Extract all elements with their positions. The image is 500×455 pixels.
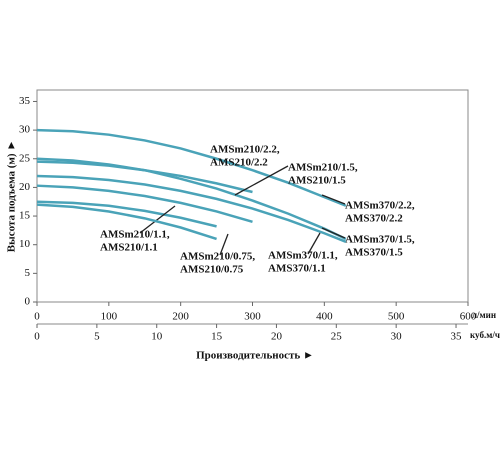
y-tick-label: 15: [19, 210, 31, 222]
x-tick-label: 100: [101, 311, 118, 323]
curve-label: AMS210/1.1: [100, 242, 158, 254]
y-tick-label: 35: [19, 95, 31, 107]
x2-tick-label: 25: [331, 331, 343, 343]
x2-unit: куб.м/ч: [470, 330, 500, 340]
x-unit: л/мин: [472, 310, 496, 320]
pump-curve: [36, 203, 217, 241]
y-tick-label: 25: [19, 152, 31, 164]
x2-tick-label: 15: [211, 331, 223, 343]
x-tick-label: 300: [244, 311, 261, 323]
y-tick-label: 30: [19, 124, 31, 136]
x2-tick-label: 20: [271, 331, 283, 343]
curve-label: AMSm370/1.1,: [268, 250, 338, 262]
y-tick-label: 0: [25, 296, 31, 308]
curve-label: AMS370/1.1: [268, 263, 326, 275]
x-tick-label: 600: [460, 311, 477, 323]
x-axis-label: Производительность ►: [196, 350, 314, 362]
pump-curve: [36, 184, 253, 223]
x2-tick-label: 10: [151, 331, 163, 343]
curve-label: AMS210/2.2: [210, 157, 268, 169]
leader-line: [234, 165, 289, 196]
curve-label: AMSm210/1.5,: [288, 162, 358, 174]
x-tick-label: 200: [172, 311, 189, 323]
pump-curve: [36, 157, 347, 241]
x-tick-label: 500: [388, 311, 405, 323]
x2-tick-label: 0: [34, 331, 40, 343]
pump-curve: [36, 200, 217, 228]
leader-line: [307, 232, 321, 255]
curve-label: AMSm210/1.1,: [100, 229, 170, 241]
leader-line: [321, 227, 346, 239]
curve-label: AMS370/1.5: [345, 247, 403, 259]
x2-tick-label: 35: [451, 331, 463, 343]
pump-curve: [36, 174, 347, 243]
curve-label: AMSm210/2.2,: [210, 144, 280, 156]
x-tick-label: 0: [34, 311, 40, 323]
curve-label: AMS210/0.75: [180, 264, 244, 276]
y-axis-label: Высота подъема (м) ►: [6, 140, 18, 252]
pump-curve: [36, 160, 253, 194]
x-tick-label: 400: [316, 311, 333, 323]
y-tick-label: 5: [25, 267, 31, 279]
x2-tick-label: 5: [94, 331, 100, 343]
curve-label: AMS370/2.2: [345, 213, 403, 225]
leader-line: [321, 194, 346, 205]
leader-line: [139, 205, 176, 234]
leader-line: [219, 233, 229, 256]
x2-tick-label: 30: [391, 331, 403, 343]
pump-curve: [36, 128, 347, 207]
curve-label: AMS210/1.5: [288, 175, 346, 187]
curve-label: AMSm370/2.2,: [345, 200, 415, 212]
curve-label: AMSm370/1.5,: [345, 234, 415, 246]
y-tick-label: 20: [19, 181, 31, 193]
y-tick-label: 10: [19, 238, 31, 250]
plot-frame: [36, 89, 469, 303]
curve-label: AMSm210/0.75,: [180, 251, 255, 263]
